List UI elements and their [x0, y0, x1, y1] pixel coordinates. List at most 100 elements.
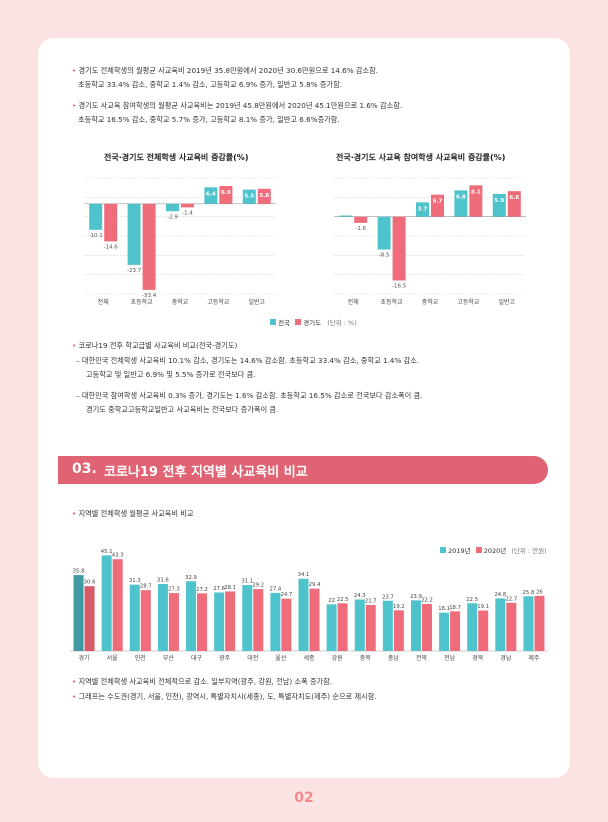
bullet-2-line2: 초등학교 16.5% 감소, 중학교 5.7% 증가, 고등학교 8.1% 증가…	[78, 115, 340, 124]
chart3-category-label: 제주	[528, 654, 540, 662]
chart3-value-label: 30.6	[84, 580, 96, 586]
chart3-bar	[523, 596, 534, 651]
legend1: 전국 경기도 (단위 : %)	[270, 318, 357, 329]
chart2-category-label: 전체	[348, 298, 359, 306]
chart1-bar	[204, 187, 218, 204]
chart3-bar	[365, 604, 376, 651]
section-banner: 03. 코로나19 전후 지역별 사교육비 비교	[58, 456, 548, 484]
mid-sub1: – 대한민국 전체학생 사교육비 10.1% 감소, 경기도는 14.6% 감소…	[76, 356, 420, 365]
chart2-bar	[431, 194, 444, 217]
legend1-unit: (단위 : %)	[327, 319, 357, 327]
chart3-value-label: 18.1	[438, 606, 450, 612]
region-head: • 지역별 전체학생 월평균 사교육비 비교	[72, 509, 194, 518]
chart1-value-label: -33.4	[142, 293, 157, 299]
chart2-bar	[339, 215, 353, 217]
chart3-category-label: 강원	[332, 654, 343, 662]
legend2-unit: (단위 : 만원)	[511, 547, 547, 555]
chart3-value-label: 22.5	[466, 597, 478, 603]
mid-sub1-line2: 고등학교 및 일반고 6.9% 및 5.5% 증가로 전국보다 큼.	[86, 370, 256, 379]
chart2-bar	[454, 190, 468, 217]
chart1-category-label: 일반고	[249, 298, 266, 306]
chart3-bar	[197, 593, 208, 651]
chart3-bar	[354, 599, 365, 651]
chart2-bar	[469, 185, 483, 217]
chart3-bar	[168, 593, 179, 651]
chart1-bar	[166, 203, 179, 212]
chart3-value-label: 45.1	[101, 549, 113, 555]
chart3-bar	[112, 559, 123, 651]
bottom-bullet-1: • 지역별 전체학생 사교육비 전체적으로 감소. 일부지역(광주, 강원, 전…	[72, 677, 333, 686]
chart3-bar	[298, 578, 309, 651]
chart3-category-label: 세종	[303, 654, 315, 662]
chart3-bar	[84, 586, 95, 651]
chart1-value-label: -23.7	[127, 268, 142, 274]
chart3-bar	[382, 600, 393, 651]
legend1-gg-swatch	[295, 319, 302, 325]
chart3-value-label: 29.2	[252, 583, 264, 589]
chart1-bar	[242, 189, 256, 204]
legend1-gyeonggi: 경기도	[303, 319, 322, 327]
chart3-value-label: 29.4	[309, 582, 321, 588]
chart3-value-label: 19.2	[393, 604, 405, 610]
chart3-value-label: 26	[536, 589, 543, 595]
chart3-category-label: 인천	[135, 654, 146, 662]
chart1-value-label: 6.9	[221, 190, 231, 196]
chart1-value-label: -2.9	[167, 214, 178, 220]
chart3-value-label: 43.3	[112, 553, 124, 559]
chart3-value-label: 23.7	[382, 594, 394, 600]
chart3-category-label: 전남	[444, 654, 456, 662]
chart3-bar	[242, 585, 253, 651]
mid-sub2-line2: 경기도 중학교고등학교일반고 사교육비는 전국보다 증가폭이 큼.	[86, 405, 279, 414]
chart2-category-label: 중학교	[422, 298, 439, 306]
chart3-bar	[101, 555, 112, 651]
chart2-value-label: -1.6	[355, 226, 366, 232]
chart3-value-label: 22.5	[337, 597, 349, 603]
chart3-bar	[410, 600, 421, 651]
chart2-value-label: 0.3	[341, 220, 351, 226]
chart1-bar	[127, 203, 141, 265]
chart1-category-label: 전체	[98, 298, 109, 306]
chart3-value-label: 23.9	[410, 594, 422, 600]
chart3-bar	[421, 603, 432, 651]
legend1-nation: 전국	[278, 319, 291, 327]
legend2-2019: 2019년	[448, 547, 471, 555]
chart3-bar	[309, 588, 320, 651]
chart3-value-label: 35.8	[73, 569, 85, 575]
chart3-value-label: 25.8	[523, 590, 535, 596]
chart3-value-label: 18.7	[449, 605, 461, 611]
chart3-category-label: 울산	[275, 654, 287, 662]
chart1-title: 전국·경기도 전체학생 사교육비 증감률(%)	[104, 153, 249, 162]
chart3-category-label: 경북	[472, 655, 484, 662]
chart3-value-label: 22	[328, 598, 335, 604]
chart3-bar	[534, 595, 545, 651]
chart3-bar	[326, 604, 337, 651]
chart1-bar	[257, 188, 271, 204]
chart2-bar	[392, 216, 406, 281]
chart3-category-label: 전북	[416, 654, 428, 662]
chart3-bar	[467, 603, 478, 651]
legend1-nation-swatch	[270, 319, 276, 325]
chart3-bar	[225, 591, 236, 651]
chart2-value-label: -8.5	[379, 253, 390, 259]
chart3-bar	[129, 584, 140, 651]
chart2-value-label: 3.7	[418, 206, 428, 212]
chart1-value-label: -1.4	[182, 210, 193, 216]
chart2-value-label: 5.7	[433, 199, 443, 205]
chart3-value-label: 22.2	[421, 597, 433, 603]
chart3-value-label: 19.1	[477, 604, 489, 610]
chart3-category-label: 서울	[107, 654, 119, 662]
chart3-category-label: 충남	[388, 654, 400, 662]
chart1-category-label: 중학교	[172, 298, 189, 306]
chart1-value-label: 5.5	[244, 194, 254, 200]
chart3-value-label: 21.7	[365, 598, 377, 604]
chart3-category-label: 부산	[163, 654, 175, 662]
chart1-value-label: -14.6	[104, 244, 119, 250]
chart3: 35.8 30.6 경기 45.143.3 서울 31.328.7 인천 31.6 27.3 부산…	[70, 549, 548, 662]
chart1-bar	[104, 203, 118, 242]
chart3-value-label: 27.4	[269, 586, 281, 592]
section-number: 03.	[72, 461, 97, 477]
chart3-bar	[186, 581, 197, 651]
chart1-bar	[89, 203, 103, 230]
chart3-category-label: 경남	[500, 654, 512, 662]
